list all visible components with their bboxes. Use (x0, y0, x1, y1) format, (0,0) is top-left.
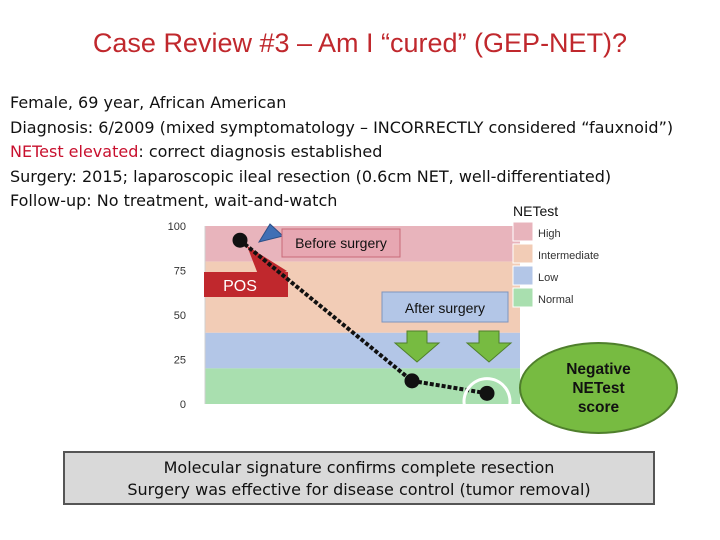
after-surgery-label: After surgery (405, 300, 485, 316)
legend-swatch-normal (512, 287, 534, 308)
before-surgery-callout (281, 228, 401, 258)
legend: NETest High Intermediate Low Normal (512, 203, 599, 308)
patient-demographics: Female, 69 year, African American (10, 93, 287, 112)
followup-text: No treatment, wait-and-watch (91, 191, 338, 210)
legend-title: NETest (513, 203, 558, 219)
negative-line2: NETest (572, 379, 625, 397)
down-arrow-icon (393, 330, 441, 363)
trend-line-dotted (411, 378, 488, 396)
negative-netest-score-badge: Negative NETest score (519, 342, 678, 434)
summary-box: Molecular signature confirms complete re… (63, 451, 655, 505)
y-tick-label: 75 (174, 266, 186, 278)
data-points (232, 232, 512, 409)
legend-swatch-low (512, 265, 534, 286)
before-surgery-callout-tail (257, 223, 285, 243)
point-before-surgery (232, 232, 248, 248)
diagnosis-label: Diagnosis: (10, 117, 94, 137)
summary-line1: Molecular signature confirms complete re… (163, 458, 555, 477)
before-surgery-label: Before surgery (295, 235, 387, 251)
diagnosis-line: Diagnosis: 6/2009 (mixed symptomatology … (10, 116, 710, 141)
y-tick-label: 100 (168, 221, 186, 233)
legend-label-intermediate: Intermediate (538, 250, 599, 262)
point-follow-up (479, 385, 495, 401)
legend-label-normal: Normal (538, 294, 573, 306)
y-tick-label: 0 (180, 399, 186, 411)
pos-label: POS (223, 278, 257, 295)
surgery-line: Surgery: 2015; laparoscopic ileal resect… (10, 165, 710, 190)
legend-label-high: High (538, 228, 561, 240)
y-tick-label: 50 (174, 310, 186, 322)
negative-line3: score (577, 398, 620, 416)
patient-info: Female, 69 year, African American Diagno… (10, 91, 710, 214)
y-axis-ticks: 100 75 50 25 0 (168, 221, 186, 411)
pos-badge (204, 272, 288, 297)
page-title: Case Review #3 – Am I “cured” (GEP-NET)? (92, 28, 628, 58)
down-arrow-icon (465, 330, 513, 363)
trend-lines (238, 238, 488, 396)
score-bands (204, 226, 520, 404)
netest-text: : correct diagnosis established (138, 142, 383, 161)
summary-line2: Surgery was effective for disease contro… (127, 479, 591, 499)
after-surgery-callout (381, 291, 509, 323)
point-after-surgery (404, 373, 420, 389)
y-tick-label: 25 (174, 355, 186, 367)
followup-line: Follow-up: No treatment, wait-and-watch (10, 189, 710, 214)
legend-swatch-intermediate (512, 243, 534, 264)
legend-swatch-high (512, 221, 534, 242)
followup-label: Follow-up: (10, 191, 92, 210)
highlight-ring (462, 377, 512, 409)
diagnosis-text: 6/2009 (mixed symptomatology – INCORRECT… (93, 117, 674, 137)
trend-line-dotted (238, 238, 414, 383)
surgery-text: 2015; laparoscopic ileal resection (0.6c… (76, 166, 612, 186)
surgery-label: Surgery: (10, 166, 77, 186)
netest-label: NETest elevated (10, 142, 139, 161)
netest-line: NETest elevated: correct diagnosis estab… (10, 140, 710, 165)
negative-line1: Negative (566, 360, 631, 378)
legend-label-low: Low (538, 272, 558, 284)
band-normal (205, 368, 520, 404)
